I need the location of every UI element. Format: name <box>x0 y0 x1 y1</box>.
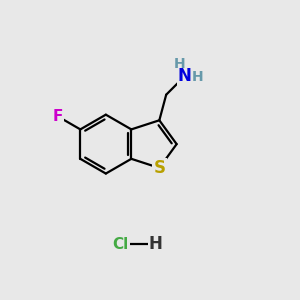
Text: Cl: Cl <box>112 237 129 252</box>
Text: H: H <box>174 57 185 70</box>
Text: N: N <box>178 67 192 85</box>
Text: H: H <box>149 235 163 253</box>
Text: S: S <box>153 159 165 177</box>
Text: H: H <box>191 70 203 84</box>
Text: F: F <box>52 109 63 124</box>
